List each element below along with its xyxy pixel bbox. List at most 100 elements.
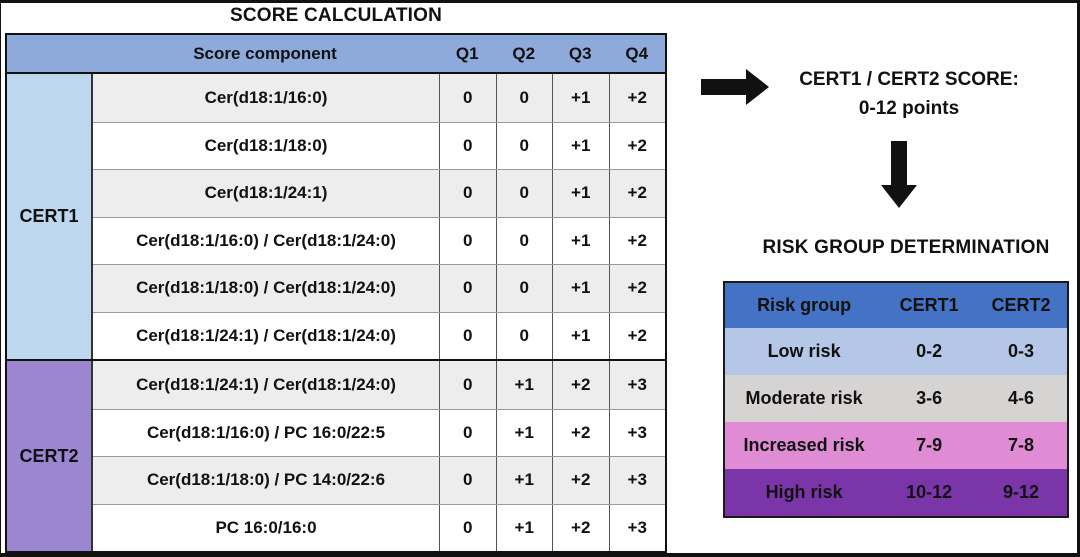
risk-range-cert1: 3-6: [916, 388, 943, 408]
score-value-q1: 0: [439, 74, 496, 122]
risk-range-cert2: 9-12: [1003, 482, 1040, 502]
table-row: Cer(d18:1/24:1) 0 0 +1 +2: [93, 169, 665, 217]
score-value-q4: +2: [608, 170, 666, 217]
score-value-q4: +3: [608, 361, 666, 409]
score-component-header: Score component: [193, 43, 337, 63]
score-value-q3: +2: [552, 504, 609, 551]
score-value-q1: 0: [439, 504, 496, 551]
score-component-cell: Cer(d18:1/16:0): [204, 87, 328, 107]
risk-header-cert2: CERT2: [991, 295, 1051, 315]
score-value-q4: +3: [608, 457, 666, 504]
score-component-cell: PC 16:0/16:0: [215, 517, 317, 537]
risk-range-cert1: 0-2: [916, 341, 943, 361]
table-row: Cer(d18:1/18:0) / Cer(d18:1/24:0) 0 0 +1 +2: [93, 264, 665, 312]
score-value-q4: +2: [608, 312, 666, 359]
risk-group-table: Risk group CERT1 CERT2 Low risk 0-2 0-3 Modera…: [723, 281, 1069, 518]
score-value-q2: 0: [495, 122, 553, 169]
score-calculation-table: Score component Q1 Q2 Q3 Q4 CERT1 Cer(d18…: [5, 33, 667, 553]
score-value-q1: 0: [439, 170, 496, 217]
score-component-cell: Cer(d18:1/18:0) / Cer(d18:1/24:0): [136, 278, 396, 298]
risk-table-header: Risk group CERT1 CERT2: [725, 283, 1067, 328]
risk-range-cert1: 10-12: [906, 482, 953, 502]
score-value-q3: +1: [552, 170, 609, 217]
score-value-q2: +1: [495, 409, 553, 456]
score-value-q2: 0: [495, 74, 553, 122]
score-value-q2: +1: [495, 504, 553, 551]
score-value-q3: +1: [552, 312, 609, 359]
score-component-cell: Cer(d18:1/16:0) / Cer(d18:1/24:0): [136, 230, 396, 250]
score-value-q2: 0: [495, 312, 553, 359]
table-row: PC 16:0/16:0 0 +1 +2 +3: [93, 503, 666, 551]
score-calculation-title: SCORE CALCULATION: [229, 5, 443, 26]
cert-score-summary: CERT1 / CERT2 SCORE: 0-12 points: [781, 65, 1037, 123]
group-label-cert1: CERT1: [7, 74, 91, 359]
down-arrow-icon: [881, 141, 917, 208]
score-value-q1: 0: [439, 361, 496, 409]
quartile-header-q3: Q3: [568, 43, 592, 63]
table-row: Cer(d18:1/18:0) 0 0 +1 +2: [93, 121, 665, 169]
score-value-q2: +1: [495, 361, 553, 409]
score-value-q4: +2: [608, 217, 666, 264]
score-value-q4: +3: [608, 504, 666, 551]
score-value-q1: 0: [439, 457, 496, 504]
right-arrow-icon: [701, 69, 769, 105]
score-table-header: Score component Q1 Q2 Q3 Q4: [7, 35, 665, 74]
risk-row-high-risk: High risk 10-12 9-12: [725, 469, 1067, 516]
score-value-q2: 0: [495, 217, 553, 264]
quartile-header-q4: Q4: [625, 43, 649, 63]
risk-group-name: Moderate risk: [745, 388, 863, 408]
score-rows: Cer(d18:1/24:1) / Cer(d18:1/24:0) 0 +1 +2 +3…: [91, 361, 665, 551]
score-value-q3: +2: [552, 409, 609, 456]
table-row: Cer(d18:1/18:0) / PC 14:0/22:6 0 +1 +2 +3: [93, 456, 665, 504]
risk-group-name: High risk: [765, 482, 843, 502]
table-row: Cer(d18:1/16:0) / Cer(d18:1/24:0) 0 0 +1 +2: [93, 216, 666, 264]
risk-range-cert1: 7-9: [916, 435, 943, 455]
score-value-q4: +2: [608, 74, 666, 122]
score-value-q2: +1: [495, 457, 553, 504]
risk-range-cert2: 7-8: [1008, 435, 1035, 455]
score-value-q1: 0: [439, 409, 496, 456]
score-value-q2: 0: [495, 170, 553, 217]
score-value-q3: +1: [552, 265, 609, 312]
cert-score-summary-line2: 0-12 points: [858, 98, 960, 119]
header-corner-cell: [7, 35, 91, 72]
score-value-q3: +2: [552, 361, 609, 409]
risk-range-cert2: 4-6: [1008, 388, 1035, 408]
score-component-cell: Cer(d18:1/24:1): [204, 183, 328, 203]
risk-row-increased-risk: Increased risk 7-9 7-8: [725, 422, 1067, 469]
score-value-q3: +1: [552, 217, 609, 264]
score-value-q3: +1: [552, 122, 609, 169]
risk-row-low-risk: Low risk 0-2 0-3: [725, 328, 1067, 375]
risk-header-cert1: CERT1: [899, 295, 959, 315]
score-component-cell: Cer(d18:1/24:1) / Cer(d18:1/24:0): [136, 325, 396, 345]
group-label-cert2: CERT2: [7, 361, 91, 551]
score-group-cert2: CERT2 Cer(d18:1/24:1) / Cer(d18:1/24:0) 0 +…: [7, 359, 665, 551]
score-component-cell: Cer(d18:1/18:0) / PC 14:0/22:6: [146, 470, 386, 490]
score-value-q3: +2: [552, 457, 609, 504]
risk-row-moderate-risk: Moderate risk 3-6 4-6: [725, 375, 1067, 422]
score-component-cell: Cer(d18:1/16:0) / PC 16:0/22:5: [146, 422, 386, 442]
score-value-q1: 0: [439, 122, 496, 169]
score-value-q1: 0: [439, 265, 496, 312]
table-row: Cer(d18:1/24:1) / Cer(d18:1/24:0) 0 +1 +2 +3: [93, 361, 665, 409]
risk-group-name: Increased risk: [743, 435, 865, 455]
quartile-header-q1: Q1: [455, 43, 479, 63]
score-table-body: CERT1 Cer(d18:1/16:0) 0 0 +1 +2 Cer(d18:1/18:0…: [7, 74, 665, 551]
score-value-q1: 0: [439, 312, 496, 359]
score-value-q2: 0: [495, 265, 553, 312]
score-value-q3: +1: [552, 74, 609, 122]
score-value-q4: +2: [608, 265, 666, 312]
risk-group-name: Low risk: [767, 341, 841, 361]
score-value-q1: 0: [439, 217, 496, 264]
quartile-header-q2: Q2: [512, 43, 536, 63]
table-row: Cer(d18:1/16:0) 0 0 +1 +2: [93, 74, 665, 122]
risk-range-cert2: 0-3: [1008, 341, 1035, 361]
score-rows: Cer(d18:1/16:0) 0 0 +1 +2 Cer(d18:1/18:0) 0 0 +1…: [91, 74, 665, 359]
score-component-cell: Cer(d18:1/18:0): [204, 135, 328, 155]
table-row: Cer(d18:1/16:0) / PC 16:0/22:5 0 +1 +2 +3: [93, 408, 666, 456]
score-value-q4: +3: [608, 409, 666, 456]
table-row: Cer(d18:1/24:1) / Cer(d18:1/24:0) 0 0 +1 +2: [93, 311, 666, 359]
score-component-cell: Cer(d18:1/24:1) / Cer(d18:1/24:0): [136, 374, 396, 394]
cert-score-summary-line1: CERT1 / CERT2 SCORE:: [799, 69, 1019, 90]
